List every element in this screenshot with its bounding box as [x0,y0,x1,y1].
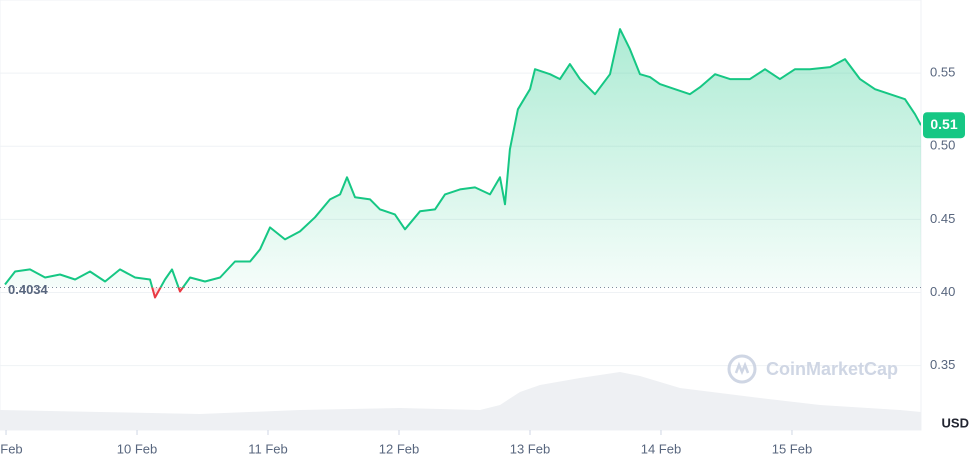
watermark-logo [727,354,757,384]
x-tick-label: 13 Feb [510,441,550,456]
currency-label: USD [942,415,969,430]
volume-area [0,372,921,430]
watermark: CoinMarketCap [766,359,898,379]
badge-label: 0.51 [930,116,957,132]
x-tick-label: 11 Feb [248,441,288,456]
marks: 0.4034 [0,28,921,299]
x-tick-label: 9 Feb [0,441,23,456]
area-fill [4,29,921,288]
x-tick-label: 10 Feb [117,441,157,456]
y-tick-label: 0.50 [930,138,955,153]
y-tick-label: 0.40 [930,284,955,299]
baseline-label: 0.4034 [8,282,49,297]
x-tick-label: 15 Feb [772,441,812,456]
x-tick-label: 14 Feb [641,441,681,456]
y-tick-label: 0.35 [930,357,955,372]
y-tick-label: 0.55 [930,65,955,80]
y-tick-label: 0.45 [930,211,955,226]
price-line [4,28,921,288]
badge-bg [923,112,965,139]
x-tick-label: 12 Feb [379,441,419,456]
last-value-badge: 0.51 [923,112,965,139]
